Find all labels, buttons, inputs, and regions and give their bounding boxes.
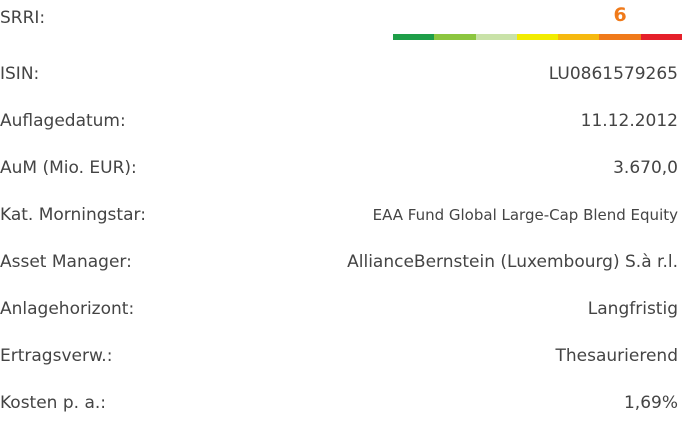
srri-segment xyxy=(640,34,682,40)
row-value: Langfristig xyxy=(587,298,678,319)
srri-segment xyxy=(516,34,559,40)
row-value: AllianceBernstein (Luxembourg) S.à r.l. xyxy=(347,251,678,272)
row-value: LU0861579265 xyxy=(548,63,678,84)
srri-segment xyxy=(475,34,517,40)
info-row: Ertragsverw.: Thesaurierend xyxy=(0,332,682,379)
row-value: EAA Fund Global Large-Cap Blend Equity xyxy=(372,205,678,224)
row-value: 11.12.2012 xyxy=(580,110,678,131)
row-label: Kosten p. a.: xyxy=(0,392,107,413)
row-label: Asset Manager: xyxy=(0,251,132,272)
page: SRRI: ISIN: LU0861579265 Auflagedatum: 11.12… xyxy=(0,0,682,413)
srri-segment xyxy=(393,34,435,40)
row-label: ISIN: xyxy=(0,63,40,84)
row-value: Thesaurierend xyxy=(555,345,678,366)
row-label: Auflagedatum: xyxy=(0,110,126,131)
row-label: Kat. Morningstar: xyxy=(0,204,146,225)
srri-segment xyxy=(558,34,600,40)
row-label: Anlagehorizont: xyxy=(0,298,135,319)
info-row: Auflagedatum: 11.12.2012 xyxy=(0,97,682,144)
srri-segment xyxy=(434,34,476,40)
srri-segment xyxy=(599,34,641,40)
info-row: SRRI: xyxy=(0,0,682,41)
info-row: Asset Manager: AllianceBernstein (Luxembo… xyxy=(0,238,682,285)
srri-value: 6 xyxy=(613,4,627,26)
info-row: Kat. Morningstar: EAA Fund Global Large-C… xyxy=(0,191,682,238)
srri-scale xyxy=(393,34,682,40)
row-label: AuM (Mio. EUR): xyxy=(0,157,137,178)
row-label: SRRI: xyxy=(0,7,46,28)
info-row: ISIN: LU0861579265 xyxy=(0,50,682,97)
info-row: AuM (Mio. EUR): 3.670,0 xyxy=(0,144,682,191)
info-row: Kosten p. a.: 1,69% xyxy=(0,379,682,426)
row-label: Ertragsverw.: xyxy=(0,345,113,366)
row-value: 1,69% xyxy=(623,392,678,413)
row-value: 3.670,0 xyxy=(613,157,678,178)
info-row: Anlagehorizont: Langfristig xyxy=(0,285,682,332)
